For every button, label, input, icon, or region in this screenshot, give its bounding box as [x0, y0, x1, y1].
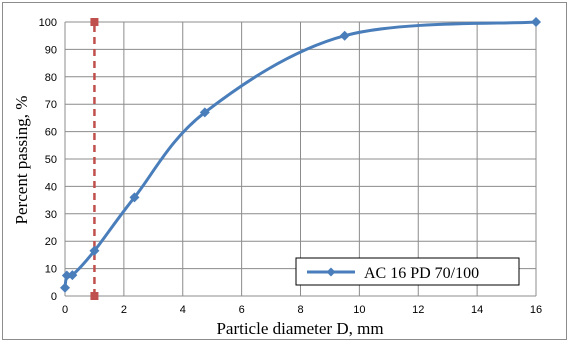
x-tick-label: 6	[239, 304, 245, 316]
legend-marker	[326, 267, 336, 277]
data-point	[60, 282, 70, 293]
x-axis-title: Particle diameter D, mm	[216, 319, 383, 338]
reference-line-group	[90, 18, 99, 300]
data-point	[129, 192, 140, 203]
legend: AC 16 PD 70/100	[295, 257, 520, 286]
data-point	[89, 245, 100, 256]
legend-label: AC 16 PD 70/100	[364, 265, 479, 282]
data-point	[339, 30, 350, 41]
x-tick-label: 12	[412, 304, 424, 316]
x-tick-labels: 0 2 4 6 8 10 12 14 16	[62, 304, 542, 316]
x-tick-label: 16	[530, 304, 542, 316]
x-tick-label: 4	[180, 304, 186, 316]
x-tick-label: 0	[62, 304, 68, 316]
x-tick-label: 14	[471, 304, 483, 316]
grid	[64, 21, 537, 297]
y-tick-label: 90	[45, 44, 57, 56]
data-point	[531, 17, 541, 27]
y-tick-label: 70	[45, 99, 57, 111]
y-tick-label: 20	[45, 236, 57, 248]
y-tick-label: 10	[45, 264, 57, 276]
series-group	[60, 17, 541, 293]
y-tick-label: 50	[45, 154, 57, 166]
y-tick-label: 100	[39, 17, 57, 29]
x-tick-label: 10	[353, 304, 365, 316]
reference-line-marker	[90, 292, 99, 300]
y-tick-label: 40	[45, 181, 57, 193]
y-tick-labels: 0 10 20 30 40 50 60 70 80 90 100	[39, 17, 57, 303]
y-tick-label: 0	[51, 291, 57, 303]
data-point	[199, 107, 210, 118]
y-tick-label: 30	[45, 209, 57, 221]
y-tick-label: 60	[45, 127, 57, 139]
y-tick-label: 80	[45, 72, 57, 84]
reference-line-marker	[90, 18, 99, 26]
data-point	[61, 270, 72, 281]
x-tick-label: 2	[121, 304, 127, 316]
data-point	[67, 270, 78, 281]
x-tick-label: 8	[297, 304, 303, 316]
y-axis-title: Percent passing, %	[12, 96, 31, 225]
